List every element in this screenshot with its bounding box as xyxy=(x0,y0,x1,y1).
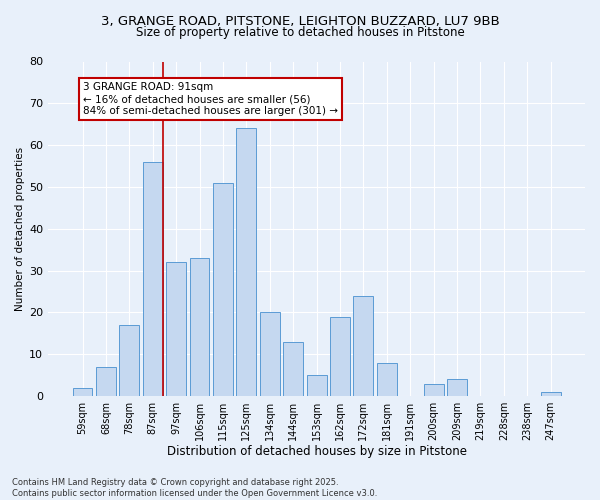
Text: Size of property relative to detached houses in Pitstone: Size of property relative to detached ho… xyxy=(136,26,464,39)
Bar xyxy=(541,392,560,396)
Text: 3, GRANGE ROAD, PITSTONE, LEIGHTON BUZZARD, LU7 9BB: 3, GRANGE ROAD, PITSTONE, LEIGHTON BUZZA… xyxy=(101,15,499,28)
X-axis label: Distribution of detached houses by size in Pitstone: Distribution of detached houses by size … xyxy=(167,444,467,458)
Y-axis label: Number of detached properties: Number of detached properties xyxy=(15,146,25,311)
Bar xyxy=(447,380,467,396)
Bar xyxy=(96,367,116,396)
Bar xyxy=(283,342,303,396)
Bar xyxy=(166,262,186,396)
Bar xyxy=(424,384,443,396)
Bar xyxy=(190,258,209,396)
Text: 3 GRANGE ROAD: 91sqm
← 16% of detached houses are smaller (56)
84% of semi-detac: 3 GRANGE ROAD: 91sqm ← 16% of detached h… xyxy=(83,82,338,116)
Bar xyxy=(330,316,350,396)
Text: Contains HM Land Registry data © Crown copyright and database right 2025.
Contai: Contains HM Land Registry data © Crown c… xyxy=(12,478,377,498)
Bar xyxy=(119,325,139,396)
Bar xyxy=(73,388,92,396)
Bar xyxy=(260,312,280,396)
Bar xyxy=(353,296,373,396)
Bar xyxy=(143,162,163,396)
Bar xyxy=(307,375,326,396)
Bar xyxy=(213,183,233,396)
Bar xyxy=(236,128,256,396)
Bar xyxy=(377,362,397,396)
